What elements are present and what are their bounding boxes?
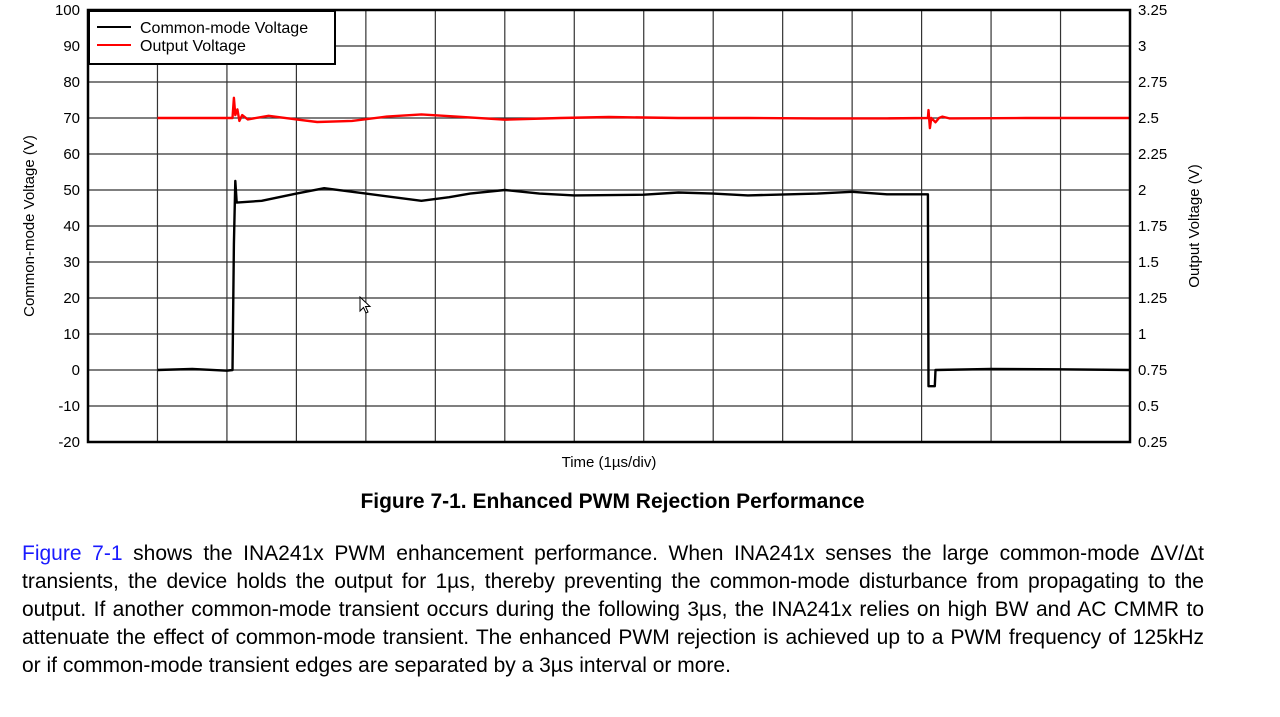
x-axis-label: Time (1µs/div)	[562, 454, 657, 471]
y-tick-label: 10	[63, 326, 80, 343]
body-paragraph: Figure 7-1 shows the INA241x PWM enhance…	[22, 540, 1204, 680]
y2-tick-label: 0.75	[1138, 362, 1167, 379]
y2-tick-label: 2.75	[1138, 74, 1167, 91]
figure-link[interactable]: Figure 7-1	[22, 542, 123, 565]
paragraph-text: shows the INA241x PWM enhancement perfor…	[22, 542, 1204, 677]
y2-axis-label: Output Voltage (V)	[1186, 164, 1203, 287]
y-tick-label: 90	[63, 38, 80, 55]
y-tick-label: 0	[72, 362, 80, 379]
right-axis-ticks: 3.25 3 2.75 2.5 2.25 2 1.75 1.5 1.25 1 0.75 0.5 0.25	[1138, 2, 1167, 451]
y2-tick-label: 0.5	[1138, 398, 1159, 415]
series-line-output	[157, 96, 1130, 130]
y-tick-label: 30	[63, 254, 80, 271]
figure-caption: Figure 7-1. Enhanced PWM Rejection Perfo…	[360, 490, 865, 513]
y2-tick-label: 0.25	[1138, 434, 1167, 451]
y2-tick-label: 3	[1138, 38, 1146, 55]
y2-tick-label: 2.5	[1138, 110, 1159, 127]
y2-tick-label: 1.5	[1138, 254, 1159, 271]
legend-label-common-mode: Common-mode Voltage	[140, 20, 308, 37]
y-tick-label: 100	[55, 2, 80, 19]
y2-tick-label: 1.25	[1138, 290, 1167, 307]
y-tick-label: 20	[63, 290, 80, 307]
y-tick-label: 60	[63, 146, 80, 163]
series-lines	[157, 96, 1131, 388]
legend-label-output: Output Voltage	[140, 38, 246, 55]
y-tick-label: 70	[63, 110, 80, 127]
legend-box	[88, 10, 336, 65]
mouse-cursor-icon	[359, 296, 372, 314]
y-tick-label: -10	[58, 398, 80, 415]
plot-frame	[86, 8, 1132, 444]
legend: Common-mode Voltage Output Voltage	[88, 10, 336, 65]
y-tick-label: -20	[58, 434, 80, 451]
series-line-common-mode	[157, 179, 1131, 388]
y2-tick-label: 3.25	[1138, 2, 1167, 19]
y2-tick-label: 1.75	[1138, 218, 1167, 235]
y-tick-label: 40	[63, 218, 80, 235]
y2-tick-label: 2.25	[1138, 146, 1167, 163]
y-axis-label: Common-mode Voltage (V)	[21, 135, 38, 317]
y2-tick-label: 2	[1138, 182, 1146, 199]
y2-tick-label: 1	[1138, 326, 1146, 343]
grid	[87, 9, 1131, 443]
y-tick-label: 50	[63, 182, 80, 199]
y-tick-label: 80	[63, 74, 80, 91]
